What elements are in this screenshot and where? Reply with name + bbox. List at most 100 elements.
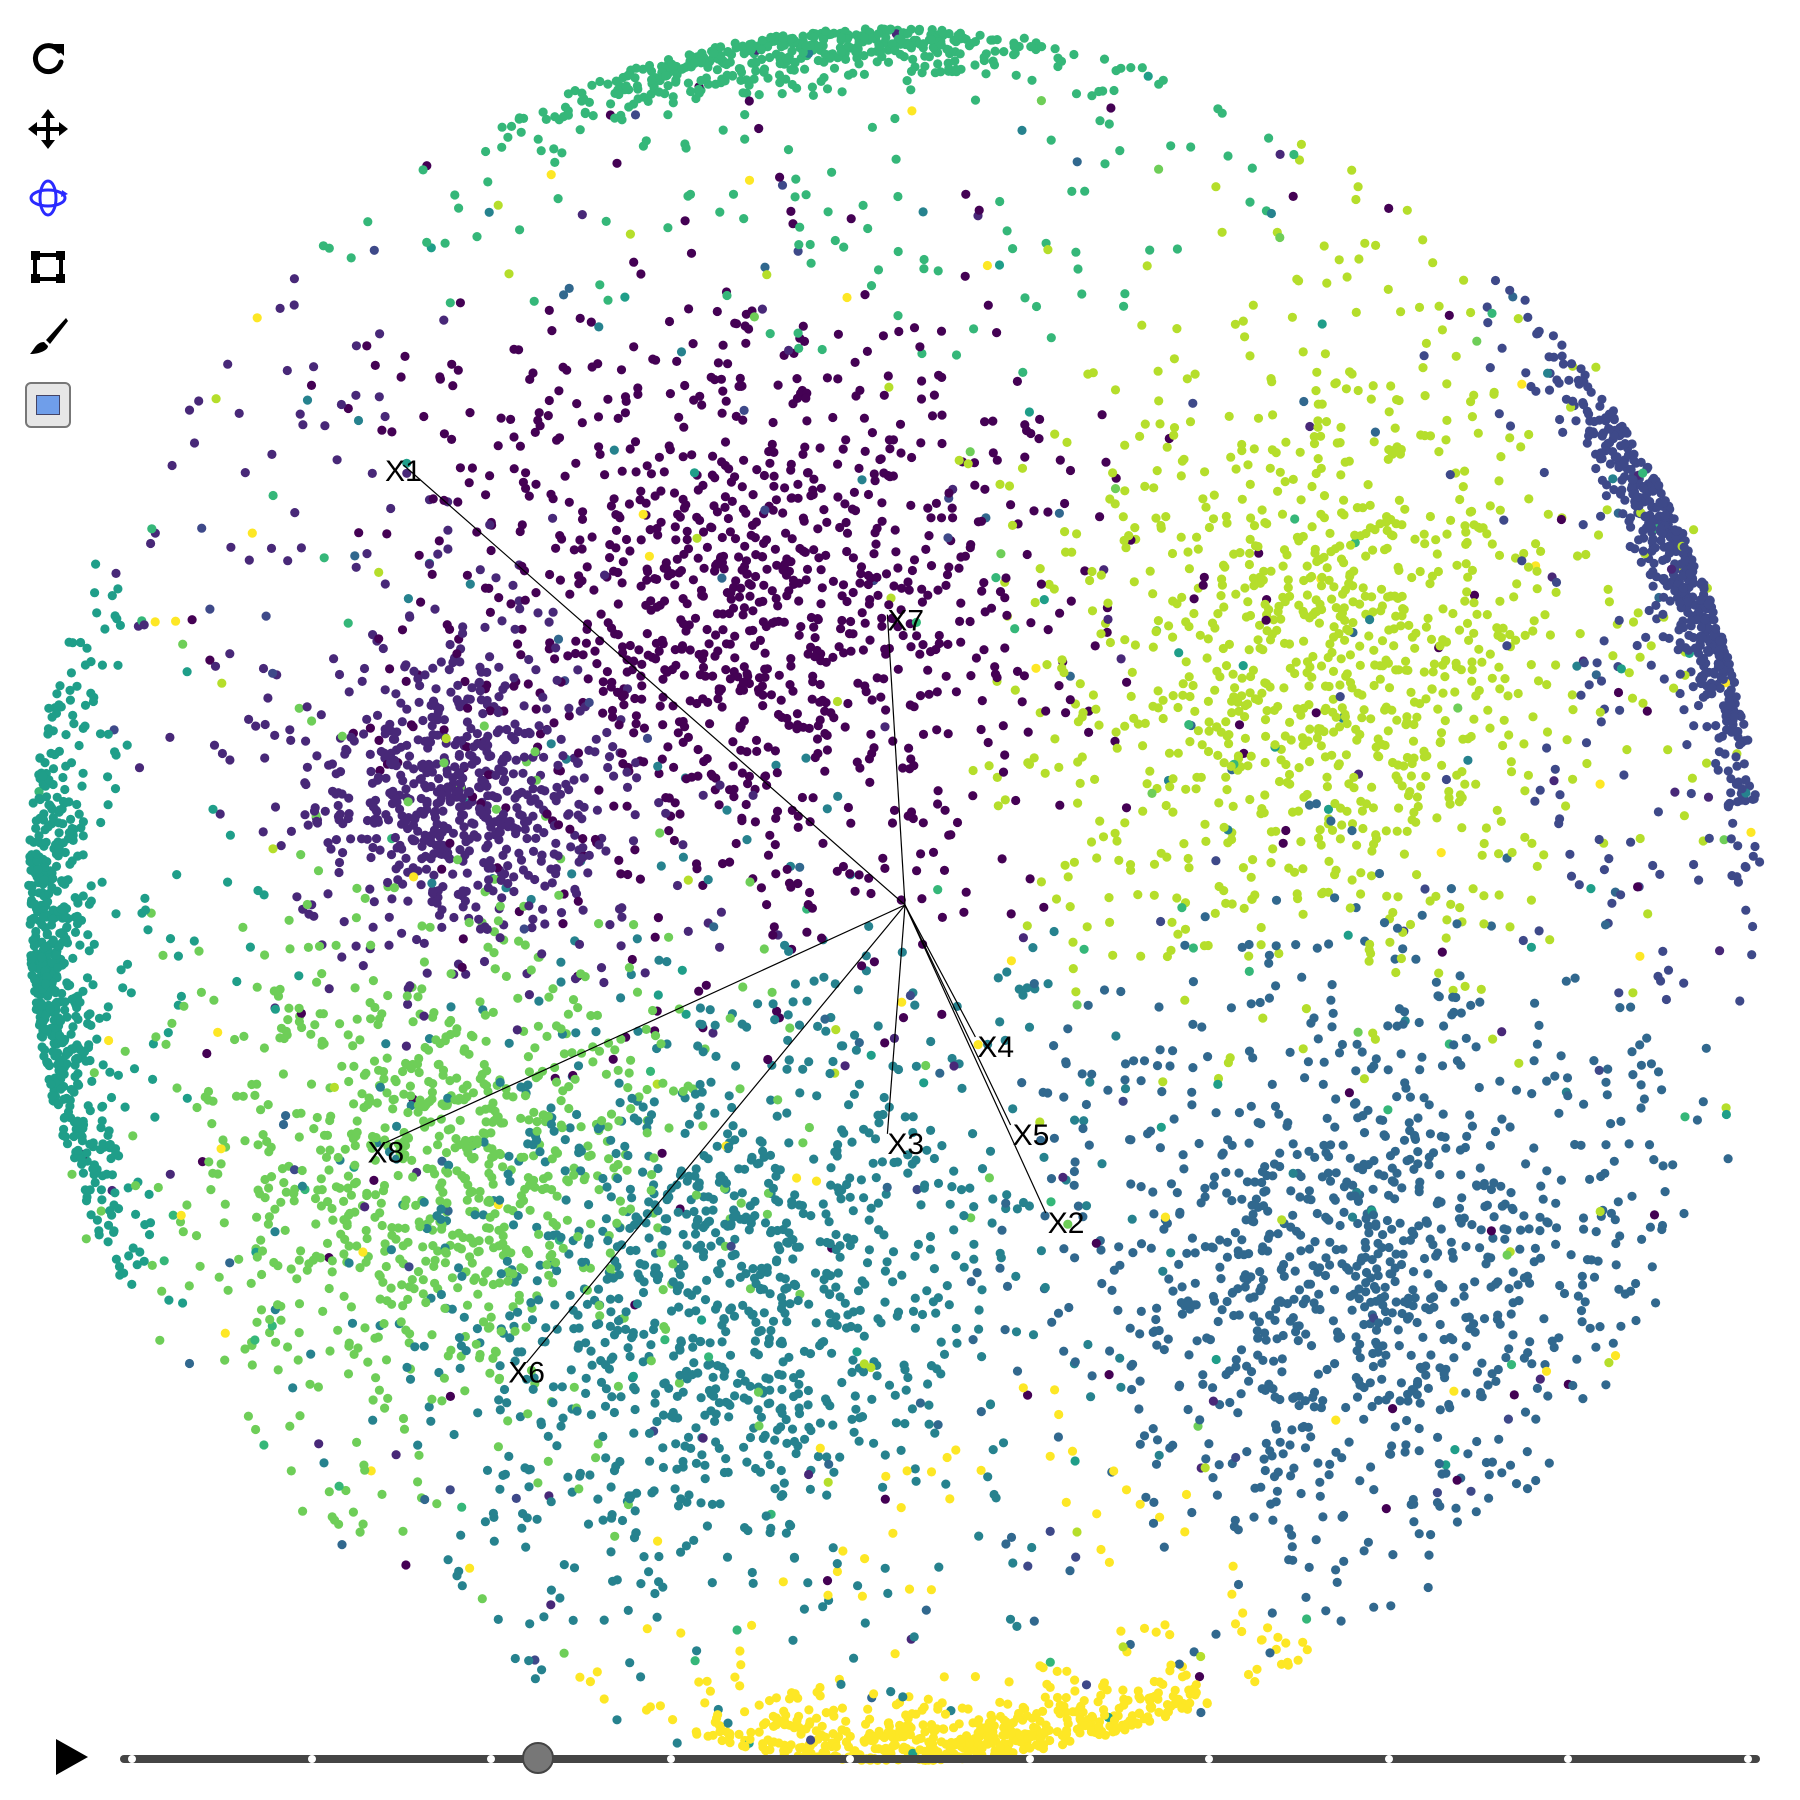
data-point bbox=[904, 1584, 915, 1594]
data-point bbox=[129, 1064, 140, 1074]
data-point bbox=[148, 1039, 158, 1049]
data-point bbox=[303, 942, 313, 953]
data-point bbox=[760, 672, 770, 682]
data-point bbox=[1421, 771, 1431, 781]
data-point bbox=[815, 443, 825, 453]
data-point bbox=[1166, 1179, 1176, 1189]
data-point bbox=[872, 1371, 882, 1381]
data-point bbox=[1189, 594, 1199, 604]
data-point bbox=[613, 1065, 623, 1075]
data-point bbox=[1457, 1193, 1467, 1203]
data-point bbox=[1180, 924, 1191, 934]
data-point bbox=[554, 890, 564, 900]
data-point bbox=[379, 1319, 389, 1329]
data-point bbox=[153, 1182, 163, 1193]
data-point bbox=[867, 122, 878, 132]
data-point bbox=[1288, 1555, 1298, 1565]
data-point bbox=[1365, 1378, 1375, 1388]
data-point bbox=[220, 1328, 230, 1338]
data-point bbox=[1516, 1225, 1526, 1235]
data-point bbox=[1320, 752, 1330, 762]
data-point bbox=[609, 801, 619, 811]
data-point bbox=[1551, 1239, 1561, 1249]
data-point bbox=[1070, 1456, 1080, 1466]
data-point bbox=[1330, 893, 1340, 903]
data-point bbox=[678, 840, 688, 850]
data-point bbox=[867, 428, 878, 438]
data-point bbox=[533, 1021, 544, 1031]
data-point bbox=[1488, 1034, 1498, 1044]
data-point bbox=[847, 1137, 857, 1147]
data-point bbox=[1120, 818, 1130, 828]
data-point bbox=[1495, 505, 1505, 515]
data-point bbox=[269, 1257, 279, 1268]
data-point bbox=[1481, 823, 1491, 833]
data-point bbox=[531, 833, 541, 844]
data-point bbox=[1407, 815, 1417, 825]
data-point bbox=[240, 1344, 250, 1354]
data-point bbox=[1069, 1180, 1079, 1190]
data-point bbox=[532, 1276, 542, 1286]
data-point bbox=[427, 1394, 437, 1404]
data-point bbox=[1263, 1623, 1273, 1633]
data-point bbox=[1408, 736, 1419, 746]
data-point bbox=[1579, 400, 1589, 410]
data-point bbox=[848, 587, 858, 598]
data-point bbox=[1394, 665, 1404, 675]
data-point bbox=[396, 698, 406, 708]
data-point bbox=[1156, 523, 1166, 533]
data-point bbox=[519, 1265, 529, 1275]
data-point bbox=[157, 1286, 167, 1296]
data-point bbox=[668, 1086, 679, 1096]
data-point bbox=[881, 1189, 891, 1199]
data-point bbox=[678, 1229, 688, 1240]
data-point bbox=[1154, 164, 1164, 174]
data-point bbox=[1054, 762, 1064, 773]
data-point bbox=[873, 1021, 883, 1031]
data-point bbox=[1609, 415, 1619, 425]
data-point bbox=[1043, 625, 1053, 635]
data-point bbox=[1151, 1459, 1162, 1469]
data-point bbox=[614, 904, 625, 914]
data-point bbox=[881, 1471, 891, 1481]
data-point bbox=[735, 1084, 745, 1094]
data-point bbox=[72, 911, 82, 922]
data-point bbox=[1622, 745, 1632, 755]
data-point bbox=[788, 1635, 798, 1645]
data-point bbox=[678, 1387, 688, 1397]
data-point bbox=[510, 1356, 520, 1366]
data-point bbox=[614, 1078, 624, 1088]
data-point bbox=[1384, 683, 1395, 693]
data-point bbox=[399, 1424, 410, 1434]
data-point bbox=[387, 894, 397, 904]
data-point bbox=[1075, 778, 1085, 789]
data-point bbox=[1508, 1267, 1518, 1277]
data-point bbox=[715, 207, 725, 217]
data-point bbox=[1178, 1150, 1188, 1160]
data-point bbox=[1302, 590, 1312, 600]
data-point bbox=[930, 1428, 940, 1438]
data-point bbox=[735, 1646, 745, 1656]
data-point bbox=[1327, 594, 1337, 604]
data-point bbox=[1383, 454, 1393, 464]
data-point bbox=[1257, 505, 1267, 515]
data-point bbox=[587, 1360, 597, 1370]
data-point bbox=[629, 1382, 639, 1393]
data-point bbox=[1663, 745, 1673, 755]
data-point bbox=[1503, 691, 1513, 701]
data-point bbox=[1245, 794, 1255, 805]
data-point bbox=[1485, 501, 1495, 511]
data-point bbox=[1012, 376, 1023, 386]
data-point bbox=[705, 1338, 715, 1348]
data-point bbox=[1270, 1101, 1281, 1111]
data-point bbox=[743, 779, 753, 789]
data-point bbox=[523, 679, 533, 689]
data-point bbox=[685, 645, 695, 655]
data-point bbox=[182, 1200, 192, 1210]
data-point bbox=[380, 1403, 390, 1413]
data-point bbox=[638, 1102, 648, 1112]
data-point bbox=[369, 1056, 380, 1066]
data-point bbox=[495, 933, 505, 943]
data-point bbox=[1346, 1191, 1356, 1201]
